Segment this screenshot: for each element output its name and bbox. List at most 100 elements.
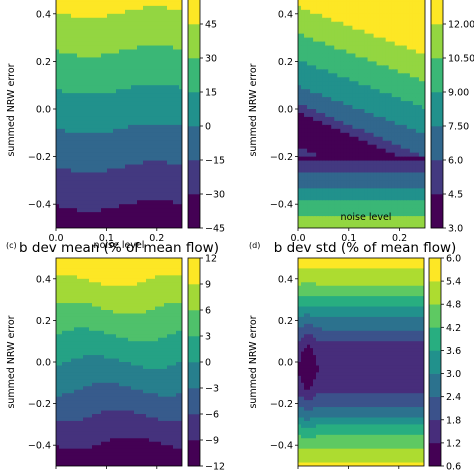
- heatmap-cell: [322, 216, 326, 221]
- heatmap-cell: [122, 116, 126, 122]
- heatmap-cell: [397, 49, 402, 55]
- heatmap-cell: [104, 164, 108, 170]
- heatmap-cell: [340, 164, 344, 170]
- heatmap-cell: [80, 196, 84, 201]
- heatmap-cell: [116, 77, 120, 82]
- heatmap-cell: [65, 176, 69, 181]
- heatmap-cell: [92, 9, 96, 15]
- heatmap-cell: [167, 216, 171, 221]
- heatmap-cell: [92, 13, 96, 19]
- heatmap-cell: [346, 69, 350, 74]
- heatmap-cell: [340, 49, 344, 55]
- heatmap-cell: [173, 184, 177, 189]
- heatmap-cell: [319, 224, 323, 228]
- heatmap-cell: [155, 5, 159, 11]
- heatmap-cell: [137, 29, 141, 35]
- heatmap-cell: [98, 196, 102, 201]
- heatmap-cell: [149, 132, 153, 138]
- heatmap-cell: [152, 37, 156, 43]
- heatmap-cell: [83, 29, 87, 35]
- heatmap-cell: [355, 192, 360, 197]
- heatmap-cell: [415, 196, 420, 201]
- heatmap-cell: [56, 128, 60, 134]
- heatmap-cell: [80, 85, 84, 90]
- heatmap-cell: [391, 73, 396, 78]
- heatmap-cell: [343, 25, 347, 31]
- heatmap-cell: [137, 124, 141, 130]
- heatmap-cell: [59, 37, 63, 43]
- heatmap-cell: [334, 168, 338, 174]
- heatmap-cell: [74, 216, 78, 221]
- heatmap-cell: [307, 5, 311, 11]
- heatmap-cell: [331, 116, 335, 122]
- heatmap-cell: [400, 148, 405, 154]
- heatmap-cell: [382, 196, 387, 201]
- heatmap-cell: [89, 93, 93, 98]
- heatmap-cell: [62, 45, 66, 51]
- heatmap-cell: [101, 148, 105, 154]
- heatmap-cell: [149, 140, 153, 146]
- heatmap-cell: [370, 168, 375, 174]
- heatmap-cell: [370, 204, 375, 209]
- heatmap-cell: [328, 152, 332, 158]
- heatmap-cell: [403, 132, 408, 138]
- heatmap-cell: [394, 204, 399, 209]
- heatmap-cell: [128, 112, 132, 118]
- heatmap-cell: [412, 1, 417, 7]
- heatmap-cell: [74, 196, 78, 201]
- heatmap-cell: [122, 128, 126, 134]
- heatmap-cell: [134, 120, 138, 126]
- heatmap-cell: [394, 33, 399, 39]
- heatmap-cell: [152, 128, 156, 134]
- heatmap-cell: [367, 49, 372, 55]
- heatmap-cell: [364, 200, 369, 205]
- heatmap-cell: [373, 1, 378, 7]
- heatmap-cell: [337, 196, 341, 201]
- heatmap-cell: [415, 109, 420, 114]
- heatmap-cell: [403, 208, 408, 213]
- heatmap-cell: [74, 176, 78, 181]
- heatmap-cell: [349, 112, 354, 118]
- heatmap-cell: [155, 13, 159, 19]
- heatmap-cell: [140, 17, 144, 23]
- heatmap-cell: [310, 212, 314, 217]
- heatmap-cell: [95, 21, 99, 27]
- heatmap-cell: [403, 5, 408, 11]
- heatmap-cell: [316, 148, 320, 154]
- heatmap-cell: [179, 176, 182, 181]
- heatmap-cell: [59, 93, 63, 98]
- heatmap-cell: [113, 69, 117, 74]
- heatmap-cell: [128, 144, 132, 150]
- heatmap-cell: [140, 89, 144, 94]
- heatmap-cell: [62, 176, 66, 181]
- heatmap-cell: [403, 29, 408, 35]
- heatmap-cell: [403, 45, 408, 51]
- heatmap-cell: [310, 57, 314, 62]
- heatmap-cell: [176, 184, 180, 189]
- heatmap-cell: [406, 112, 411, 118]
- heatmap-cell: [131, 164, 135, 170]
- heatmap-cell: [400, 85, 405, 90]
- heatmap-cell: [373, 132, 378, 138]
- heatmap-cell: [71, 224, 75, 228]
- heatmap-cell: [176, 49, 180, 55]
- heatmap-cell: [164, 109, 168, 114]
- heatmap-cell: [298, 37, 302, 43]
- heatmap-cell: [331, 1, 335, 7]
- heatmap-cell: [415, 144, 420, 150]
- heatmap-cell: [376, 37, 381, 43]
- heatmap-cell: [128, 224, 132, 228]
- heatmap-cell: [167, 57, 171, 62]
- heatmap-cell: [134, 136, 138, 142]
- heatmap-cell: [319, 25, 323, 31]
- heatmap-cell: [164, 25, 168, 31]
- heatmap-cell: [301, 77, 305, 82]
- heatmap-cell: [337, 57, 341, 62]
- heatmap-cell: [361, 156, 366, 162]
- heatmap-cell: [340, 184, 344, 189]
- heatmap-cell: [346, 204, 350, 209]
- heatmap-cell: [370, 49, 375, 55]
- heatmap-cell: [301, 1, 305, 7]
- heatmap-cell: [125, 101, 129, 106]
